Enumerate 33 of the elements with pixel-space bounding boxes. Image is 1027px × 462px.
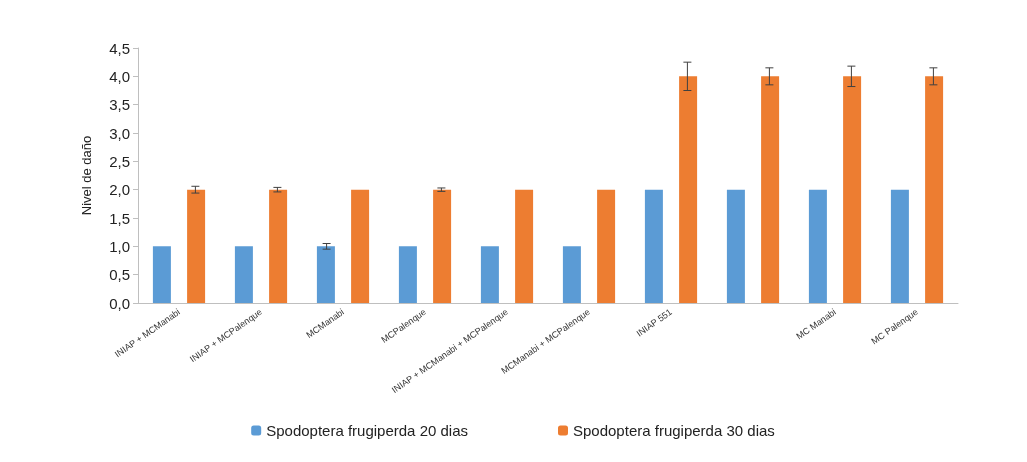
y-tick-label: 0,5 bbox=[109, 266, 130, 284]
y-tick-label: 2,5 bbox=[109, 152, 130, 170]
legend-label: Spodoptera frugiperda 30 dias bbox=[573, 422, 775, 439]
bar bbox=[269, 189, 288, 303]
bar bbox=[433, 189, 452, 303]
legend-label: Spodoptera frugiperda 20 dias bbox=[266, 422, 468, 439]
bar bbox=[843, 76, 862, 303]
y-tick-label: 4,0 bbox=[109, 67, 130, 85]
y-tick-label: 2,0 bbox=[109, 181, 130, 199]
y-tick-label: 3,5 bbox=[109, 96, 130, 114]
bar bbox=[890, 189, 909, 303]
y-axis-title: Nivel de daño bbox=[79, 135, 94, 216]
bar bbox=[808, 189, 827, 303]
bar bbox=[480, 246, 499, 303]
bar bbox=[925, 76, 944, 303]
bar bbox=[644, 189, 663, 303]
bar bbox=[398, 246, 417, 303]
y-tick-label: 0,0 bbox=[109, 294, 130, 312]
bar bbox=[597, 189, 616, 303]
bar bbox=[187, 189, 206, 303]
bar bbox=[152, 246, 171, 303]
y-tick-label: 4,5 bbox=[109, 39, 130, 57]
bar bbox=[351, 189, 370, 303]
y-tick-label: 3,0 bbox=[109, 124, 130, 142]
bar bbox=[679, 76, 698, 303]
bar bbox=[515, 189, 534, 303]
bar bbox=[761, 76, 780, 303]
y-tick-label: 1,5 bbox=[109, 209, 130, 227]
bar bbox=[316, 246, 335, 303]
y-tick-label: 1,0 bbox=[109, 237, 130, 255]
bar bbox=[562, 246, 581, 303]
bar bbox=[234, 246, 253, 303]
bar bbox=[726, 189, 745, 303]
